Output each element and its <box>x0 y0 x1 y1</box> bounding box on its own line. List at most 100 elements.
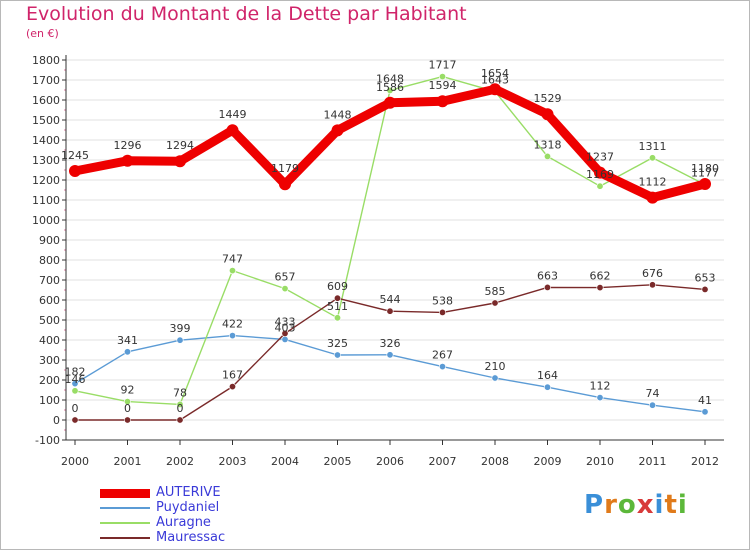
y-tick-label: 100 <box>39 394 60 407</box>
data-label-auragne: 657 <box>275 271 296 284</box>
legend-swatch-auterive <box>100 489 150 498</box>
legend-label-auterive: AUTERIVE <box>156 485 221 500</box>
data-point-auragne <box>438 73 446 81</box>
legend-item-auterive: AUTERIVE <box>100 485 360 500</box>
data-point-auterive <box>594 166 606 179</box>
data-point-mauressac <box>648 281 656 289</box>
data-label-puydaniel: 326 <box>380 337 401 350</box>
data-label-auragne: 1169 <box>586 168 614 181</box>
data-point-auterive <box>541 108 554 121</box>
data-label-mauressac: 0 <box>124 402 131 415</box>
data-label-mauressac: 538 <box>432 294 453 307</box>
data-point-auragne <box>71 387 79 395</box>
y-tick-label: 400 <box>39 334 60 347</box>
y-tick-label: 1100 <box>32 194 60 207</box>
data-point-mauressac <box>543 283 551 291</box>
data-point-mauressac <box>71 416 79 424</box>
y-tick-label: 1000 <box>32 214 60 227</box>
y-tick-label: 1200 <box>32 174 60 187</box>
data-point-auragne <box>543 152 551 160</box>
y-tick-label: 0 <box>53 414 60 427</box>
proxiti-logo: Proxiti <box>584 490 688 520</box>
data-label-auragne: 92 <box>121 384 135 397</box>
data-label-mauressac: 585 <box>485 285 506 298</box>
data-point-mauressac <box>701 285 709 293</box>
data-label-puydaniel: 74 <box>646 387 660 400</box>
data-point-auragne <box>648 154 656 162</box>
data-point-auterive <box>226 124 239 137</box>
y-tick-label: 500 <box>39 314 60 327</box>
x-tick-label: 2004 <box>271 455 299 468</box>
data-label-auterive: 1529 <box>534 92 562 105</box>
data-point-puydaniel <box>229 332 237 340</box>
data-label-auterive: 1586 <box>376 81 404 94</box>
x-tick-label: 2006 <box>376 455 404 468</box>
x-tick-label: 2007 <box>429 455 457 468</box>
data-point-auterive <box>646 191 659 204</box>
data-point-puydaniel <box>281 335 289 343</box>
data-label-auragne: 1717 <box>429 59 457 72</box>
x-tick-label: 2003 <box>219 455 247 468</box>
data-point-auragne <box>229 267 237 275</box>
data-label-puydaniel: 341 <box>117 334 138 347</box>
data-point-auragne <box>596 182 604 190</box>
data-label-puydaniel: 325 <box>327 337 348 350</box>
data-point-puydaniel <box>596 394 604 402</box>
x-tick-label: 2010 <box>586 455 614 468</box>
chart-title: Evolution du Montant de la Dette par Hab… <box>26 3 467 25</box>
x-tick-label: 2011 <box>639 455 667 468</box>
data-point-puydaniel <box>124 348 132 356</box>
y-tick-label: 700 <box>39 274 60 287</box>
data-point-auragne <box>281 285 289 293</box>
logo-letter: x <box>636 490 655 520</box>
data-label-auterive: 1594 <box>429 79 457 92</box>
data-point-auragne <box>386 86 394 94</box>
data-label-auterive: 1654 <box>481 67 509 80</box>
data-point-mauressac <box>281 329 289 337</box>
data-point-puydaniel <box>438 363 446 371</box>
logo-letter: P <box>584 490 605 520</box>
data-point-mauressac <box>491 299 499 307</box>
data-label-puydaniel: 422 <box>222 318 243 331</box>
data-label-auterive: 1180 <box>691 162 719 175</box>
legend-label-mauressac: Mauressac <box>156 530 226 545</box>
y-tick-label: 1300 <box>32 154 60 167</box>
data-point-mauressac <box>176 416 184 424</box>
data-point-auragne <box>333 314 341 322</box>
data-label-mauressac: 662 <box>590 270 611 283</box>
legend-label-puydaniel: Puydaniel <box>156 500 220 515</box>
data-point-mauressac <box>596 284 604 292</box>
data-label-mauressac: 676 <box>642 267 663 280</box>
x-tick-label: 2000 <box>61 455 89 468</box>
data-point-mauressac <box>386 307 394 315</box>
data-label-puydaniel: 210 <box>485 360 506 373</box>
data-label-puydaniel: 267 <box>432 349 453 362</box>
x-tick-label: 2012 <box>691 455 719 468</box>
logo-letter: o <box>617 490 637 520</box>
y-tick-label: 1500 <box>32 114 60 127</box>
data-point-auterive <box>384 96 396 109</box>
data-label-auterive: 1179 <box>271 162 299 175</box>
x-tick-label: 2008 <box>481 455 509 468</box>
logo-letter: i <box>654 490 665 520</box>
data-label-auragne: 1643 <box>481 73 509 86</box>
data-label-puydaniel: 112 <box>590 380 611 393</box>
data-label-mauressac: 663 <box>537 269 558 282</box>
data-label-auterive: 1112 <box>639 176 667 189</box>
legend-swatch-puydaniel <box>100 507 150 509</box>
data-point-mauressac <box>438 308 446 316</box>
y-tick-label: 200 <box>39 374 60 387</box>
data-label-auragne: 78 <box>173 386 187 399</box>
y-tick-label: 1600 <box>32 94 60 107</box>
data-point-auterive <box>69 165 81 177</box>
data-label-auragne: 1318 <box>534 138 562 151</box>
data-point-auterive <box>489 83 501 96</box>
y-tick-label: 1400 <box>32 134 60 147</box>
logo-letter: r <box>604 490 618 520</box>
data-point-auragne <box>176 400 184 408</box>
data-point-mauressac <box>229 383 237 391</box>
data-label-puydaniel: 182 <box>65 366 86 379</box>
data-point-auterive <box>174 155 186 168</box>
data-point-puydaniel <box>71 380 79 388</box>
